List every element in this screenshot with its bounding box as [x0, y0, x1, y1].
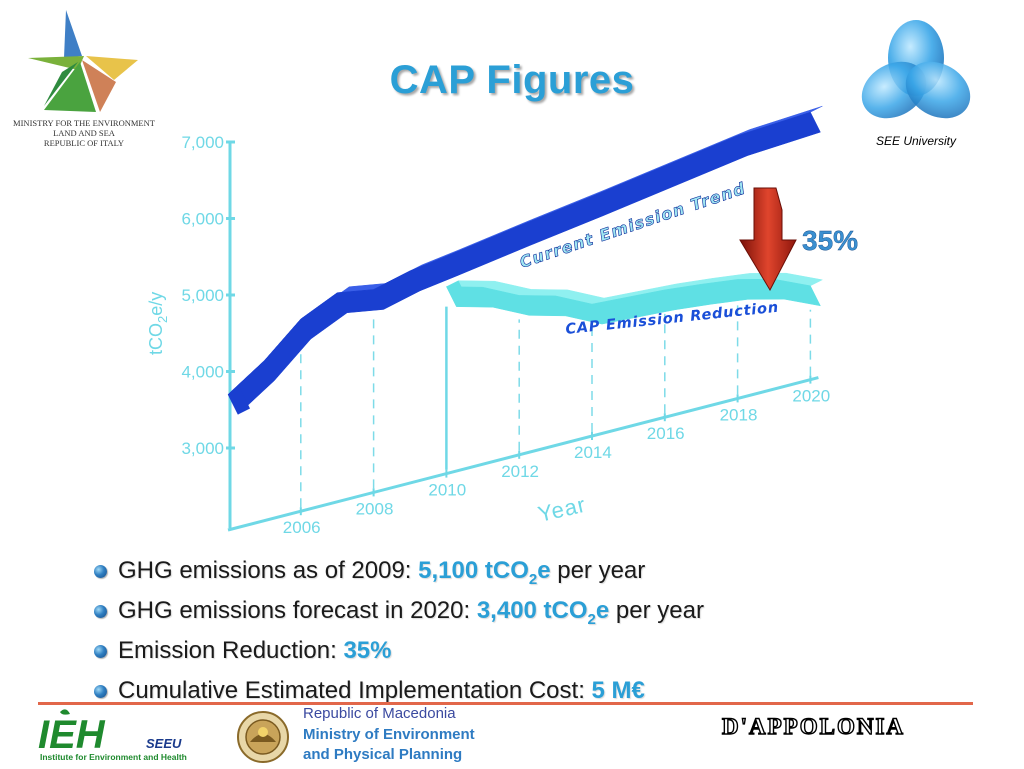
bullet-emission-reduction: Emission Reduction: 35%	[92, 632, 952, 672]
republic-line-2: Ministry of Environment	[303, 726, 475, 743]
bullet-list: GHG emissions as of 2009: 5,100 tCO2e pe…	[92, 552, 952, 712]
ieh-logo: IEH SEEU	[38, 708, 198, 766]
trend-ribbon-front	[227, 111, 821, 415]
bullet-value: 35%	[343, 637, 392, 664]
bullet-value-end: e	[537, 557, 551, 584]
seeu-logo: SEE University	[856, 18, 976, 158]
bullet-value: 5 M€	[591, 677, 645, 704]
x-tick-label: 2020	[792, 387, 830, 406]
italy-logo-caption-1: MINISTRY FOR THE ENVIRONMENT	[13, 118, 155, 128]
footer-divider	[38, 702, 973, 705]
italy-logo-caption-3: REPUBLIC OF ITALY	[43, 138, 125, 148]
y-tick-label: 4,000	[181, 363, 224, 382]
ieh-seeu-text: SEEU	[146, 736, 182, 751]
emission-chart: 3,000 4,000 5,000 6,000 7,000 tCO2e/y 2006 2008…	[146, 105, 858, 537]
italy-logo-caption-2: LAND AND SEA	[53, 128, 115, 138]
macedonia-crest-icon	[236, 710, 290, 764]
bullet-dot-icon	[94, 565, 107, 578]
seeu-logo-caption: SEE University	[875, 134, 957, 148]
italy-ministry-logo: MINISTRY FOR THE ENVIRONMENT LAND AND SE…	[4, 6, 164, 156]
page-title: CAP Figures	[389, 58, 635, 102]
reduction-ribbon-front	[445, 278, 821, 325]
reduction-ribbon-cap	[446, 280, 469, 307]
bullet-dot-icon	[94, 605, 107, 618]
y-tick-label: 6,000	[181, 210, 224, 229]
bullet-text: GHG emissions as of 2009:	[118, 557, 419, 584]
bullet-dot-icon	[94, 685, 107, 698]
bullet-value-main: 5,100 tCO	[418, 557, 529, 584]
x-tick-label: 2012	[501, 462, 539, 481]
bullet-value: 5,100 tCO2e	[418, 557, 551, 588]
bullet-value: 3,400 tCO2e	[476, 597, 610, 628]
bullet-value-main: 3,400 tCO	[476, 597, 588, 624]
bullet-text: GHG emissions forecast in 2020:	[118, 597, 477, 624]
x-axis-label: Year	[536, 492, 589, 527]
bullet-value-sub: 2	[528, 570, 538, 588]
bullet-text: Emission Reduction:	[118, 637, 344, 664]
republic-line-1: Republic of Macedonia	[303, 705, 456, 722]
bullet-text: Cumulative Estimated Implementation Cost…	[118, 677, 592, 704]
x-tick-label: 2014	[574, 443, 612, 462]
x-tick-label: 2016	[647, 424, 685, 443]
bullet-emissions-2020: GHG emissions forecast in 2020: 3,400 tC…	[92, 592, 952, 632]
trend-ribbon-cap	[228, 388, 250, 415]
reduction-arrow-icon	[739, 187, 797, 292]
bullet-emissions-2009: GHG emissions as of 2009: 5,100 tCO2e pe…	[92, 552, 952, 592]
bullet-value-end: e	[595, 597, 610, 624]
x-axis-line	[227, 376, 819, 532]
x-tick-label: 2006	[283, 518, 321, 537]
x-tick-label: 2018	[720, 405, 758, 424]
x-tick-label: 2010	[428, 481, 466, 500]
bullet-implementation-cost: Cumulative Estimated Implementation Cost…	[92, 672, 952, 712]
bullet-suffix: per year	[609, 597, 704, 624]
ieh-caption: Institute for Environment and Health	[40, 752, 187, 762]
y-tick-label: 5,000	[181, 286, 224, 305]
x-tick-label: 2008	[356, 499, 394, 518]
bullet-suffix: per year	[550, 557, 646, 584]
bullet-dot-icon	[94, 645, 107, 658]
republic-line-3: and Physical Planning	[303, 746, 463, 763]
y-tick-label: 3,000	[181, 439, 224, 458]
y-tick-label: 7,000	[181, 133, 224, 152]
reduction-percent-label: 35%	[802, 225, 858, 256]
dappolonia-logo: D'APPOLONIA	[721, 713, 905, 739]
bullet-value-sub: 2	[587, 610, 596, 628]
ieh-logo-text: IEH	[38, 713, 106, 754]
y-axis-label: tCO2e/y	[146, 292, 170, 355]
